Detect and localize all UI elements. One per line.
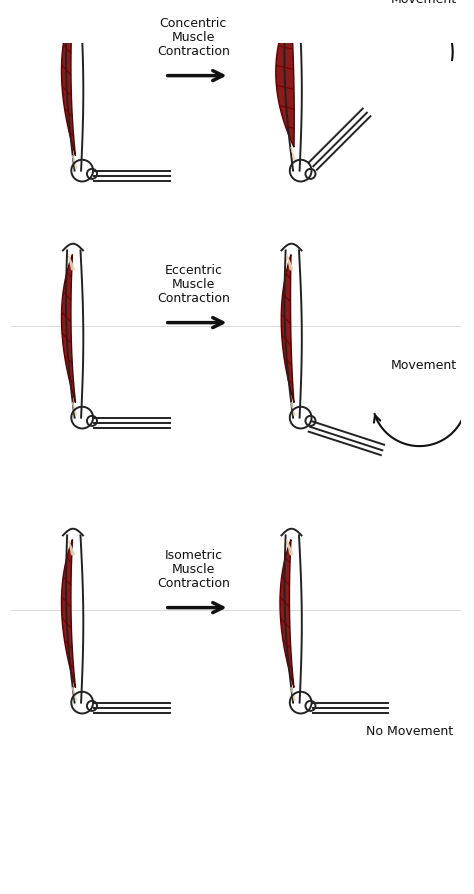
Text: Contraction: Contraction — [157, 46, 230, 58]
Text: No Movement: No Movement — [366, 725, 454, 738]
Polygon shape — [280, 540, 294, 687]
Text: Muscle: Muscle — [172, 31, 215, 44]
Text: Concentric: Concentric — [160, 17, 227, 30]
Polygon shape — [62, 540, 75, 687]
Text: Movement: Movement — [391, 0, 457, 6]
Text: Isometric: Isometric — [164, 549, 222, 561]
Polygon shape — [287, 540, 293, 554]
Polygon shape — [276, 7, 294, 148]
Text: Muscle: Muscle — [172, 278, 215, 291]
Polygon shape — [291, 148, 295, 160]
Polygon shape — [287, 7, 293, 22]
Text: Muscle: Muscle — [172, 563, 215, 576]
Text: Movement: Movement — [391, 358, 457, 372]
Polygon shape — [62, 7, 75, 156]
Polygon shape — [291, 402, 295, 415]
Polygon shape — [73, 156, 77, 168]
Polygon shape — [62, 255, 75, 402]
Polygon shape — [73, 402, 77, 415]
Polygon shape — [287, 255, 293, 270]
Polygon shape — [68, 255, 74, 270]
Polygon shape — [73, 687, 77, 700]
Text: Contraction: Contraction — [157, 292, 230, 306]
Polygon shape — [281, 255, 294, 402]
Polygon shape — [291, 687, 295, 700]
Text: Eccentric: Eccentric — [164, 264, 222, 277]
Polygon shape — [68, 540, 74, 554]
Text: Contraction: Contraction — [157, 578, 230, 590]
Polygon shape — [68, 7, 74, 22]
